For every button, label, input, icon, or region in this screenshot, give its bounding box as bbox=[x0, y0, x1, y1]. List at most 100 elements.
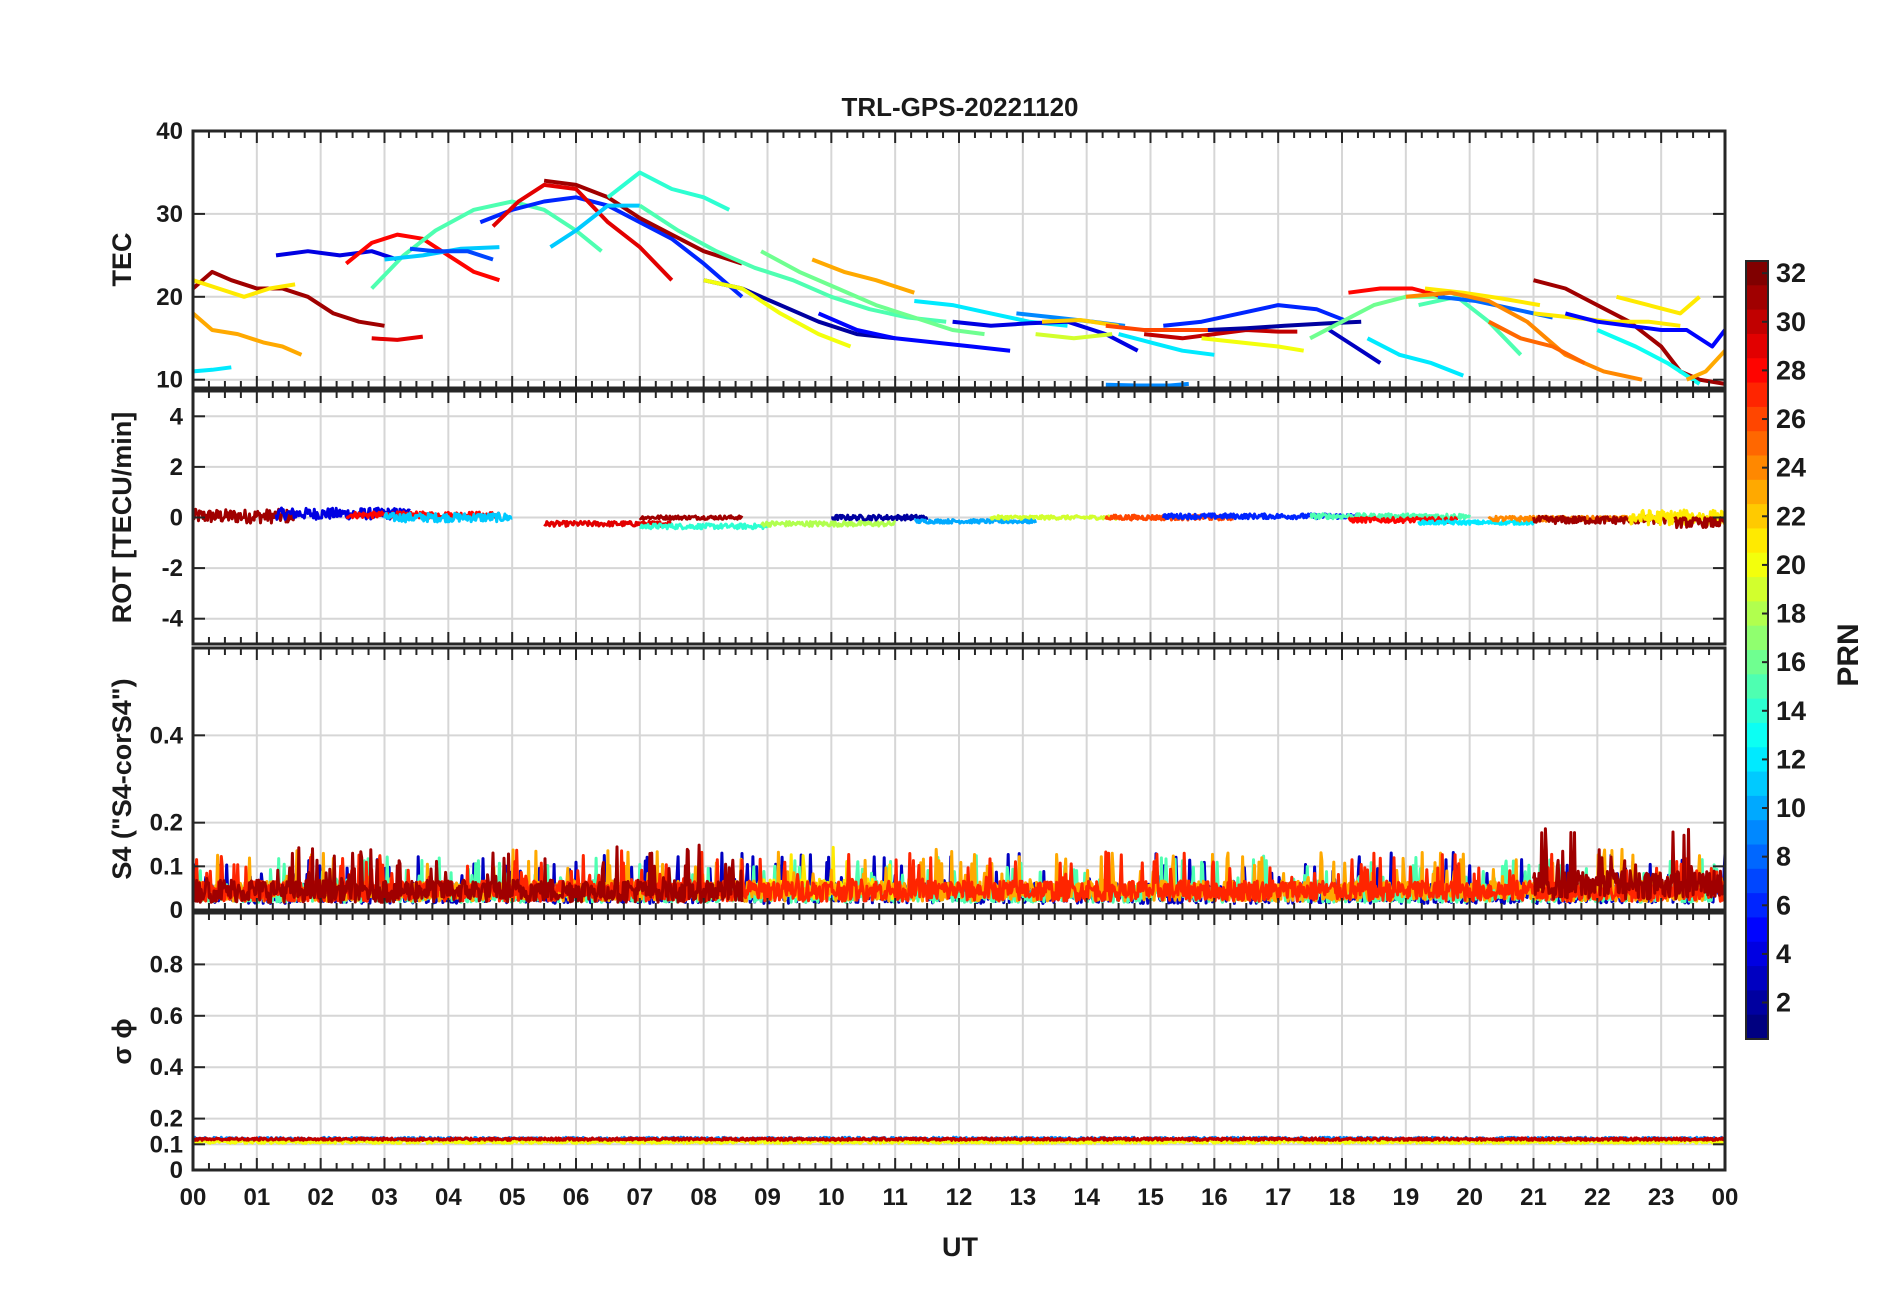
y-tick-label: -2 bbox=[162, 555, 183, 582]
series-tec-prn-20 bbox=[703, 278, 852, 349]
series-group bbox=[191, 170, 1727, 388]
series-tec-prn-16 bbox=[760, 249, 985, 337]
colorbar-frame bbox=[1745, 260, 1769, 1040]
series-tec-prn-15 bbox=[638, 203, 947, 324]
colorbar-segment bbox=[1746, 868, 1768, 894]
panel-tec: 10 20 30 40 TEC bbox=[107, 118, 1727, 394]
series-tec-prn-12 bbox=[1366, 336, 1465, 378]
colorbar-segment bbox=[1746, 577, 1768, 602]
series-rot-prn-2 bbox=[830, 513, 929, 522]
x-tick-label: 21 bbox=[1520, 1184, 1547, 1211]
series-tec-prn-12 bbox=[192, 365, 232, 374]
x-tick-label: 13 bbox=[1009, 1184, 1036, 1211]
series-rot-prn-14 bbox=[639, 522, 769, 531]
series-s4-prn-31 bbox=[191, 843, 744, 904]
y-tick-label: 30 bbox=[156, 201, 183, 228]
colorbar-segment bbox=[1746, 820, 1768, 846]
series-tec-prn-21 bbox=[1424, 286, 1541, 308]
series-sigma-phi-prn-30 bbox=[191, 1136, 1727, 1142]
series-tec-prn-21 bbox=[1615, 294, 1701, 316]
colorbar-segment bbox=[1746, 966, 1768, 991]
colorbar-segment bbox=[1746, 479, 1768, 505]
colorbar-segment bbox=[1746, 309, 1768, 335]
chart-title: TRL-GPS-20221120 bbox=[841, 92, 1078, 122]
colorbar-segment bbox=[1746, 698, 1768, 724]
colorbar-tick-label: 12 bbox=[1776, 744, 1806, 774]
colorbar-tick-label: 2 bbox=[1776, 988, 1791, 1018]
colorbar-tick-label: 18 bbox=[1776, 599, 1806, 629]
colorbar-tick-label: 14 bbox=[1776, 696, 1806, 726]
y-tick-label: 0 bbox=[170, 1157, 183, 1184]
colorbar-tick-label: 26 bbox=[1776, 404, 1806, 434]
series-tec-prn-23 bbox=[1685, 349, 1727, 382]
x-tick-label: 01 bbox=[243, 1184, 270, 1211]
series-rot-prn-31 bbox=[638, 514, 744, 521]
colorbar-tick-label: 32 bbox=[1776, 258, 1806, 288]
colorbar-segment bbox=[1746, 504, 1768, 530]
y-axis-label-s4: S4 ("S4-corS4") bbox=[107, 678, 137, 879]
colorbar-segment bbox=[1746, 455, 1768, 481]
colorbar-label: PRN bbox=[1832, 623, 1865, 686]
colorbar-tick-label: 22 bbox=[1776, 501, 1806, 531]
series-rot-prn-11 bbox=[383, 511, 513, 524]
series-rot-prn-29 bbox=[543, 519, 674, 528]
x-tick-label: 12 bbox=[946, 1184, 973, 1211]
series-tec-prn-12 bbox=[1118, 332, 1215, 357]
colorbar-segment bbox=[1746, 431, 1768, 457]
colorbar-segment bbox=[1746, 917, 1768, 943]
colorbar-segment bbox=[1746, 382, 1768, 408]
x-tick-label: 22 bbox=[1584, 1184, 1611, 1211]
colorbar-segment bbox=[1746, 650, 1768, 675]
colorbar-tick-label: 16 bbox=[1776, 647, 1806, 677]
x-tick-label: 17 bbox=[1265, 1184, 1292, 1211]
panel-rot: -4 -2 0 2 4 ROT [TECU/min] bbox=[107, 389, 1727, 646]
series-rot-prn-19 bbox=[989, 514, 1120, 521]
panel-sigma-phi: 00.10.2 0.4 0.6 0.8 σ ϕ bbox=[107, 911, 1727, 1184]
colorbar-segment bbox=[1746, 406, 1768, 432]
y-axis-label-rot: ROT [TECU/min] bbox=[107, 412, 137, 623]
y-tick-label: 0 bbox=[170, 897, 183, 924]
y-tick-label: 4 bbox=[170, 403, 184, 430]
colorbar-tick-label: 6 bbox=[1776, 890, 1791, 920]
colorbar-segment bbox=[1746, 601, 1768, 627]
series-tec-prn-24 bbox=[1405, 290, 1643, 382]
colorbar-tick-label: 4 bbox=[1776, 939, 1791, 969]
x-tick-label: 02 bbox=[307, 1184, 334, 1211]
colorbar-segment bbox=[1746, 990, 1768, 1016]
y-tick-label: 0.4 bbox=[150, 1054, 184, 1081]
series-tec-prn-31 bbox=[543, 178, 743, 266]
series-tec-prn-30 bbox=[1143, 328, 1298, 341]
y-tick-label: 0.8 bbox=[150, 951, 183, 978]
colorbar-segment bbox=[1746, 358, 1768, 384]
colorbar-segment bbox=[1746, 771, 1768, 797]
y-axis-label-sigma-phi: σ ϕ bbox=[107, 1018, 137, 1064]
y-tick-label: 2 bbox=[170, 454, 183, 481]
y-tick-label: 20 bbox=[156, 284, 183, 311]
series-tec-prn-23 bbox=[191, 311, 303, 357]
colorbar-tick-label: 8 bbox=[1776, 842, 1791, 872]
series-rot-prn-18 bbox=[760, 520, 897, 528]
x-tick-label: 11 bbox=[882, 1184, 907, 1211]
series-tec-prn-4 bbox=[275, 249, 398, 262]
series-tec-prn-31 bbox=[1532, 278, 1726, 386]
series-tec-prn-11 bbox=[549, 203, 640, 249]
colorbar-segment bbox=[1746, 747, 1768, 773]
y-tick-label: 40 bbox=[156, 118, 183, 145]
series-tec-prn-15 bbox=[1418, 294, 1523, 357]
series-tec-prn-5 bbox=[1564, 311, 1727, 349]
y-tick-label: 10 bbox=[156, 367, 183, 394]
x-tick-label: 23 bbox=[1648, 1184, 1675, 1211]
y-axis-label-tec: TEC bbox=[107, 233, 137, 287]
colorbar-segment bbox=[1746, 941, 1768, 967]
series-s4-prn-31 bbox=[1532, 827, 1726, 901]
x-tick-label: 08 bbox=[690, 1184, 717, 1211]
series-group bbox=[191, 1135, 1727, 1145]
colorbar-tick-label: 24 bbox=[1776, 453, 1806, 483]
x-tick-label: 15 bbox=[1137, 1184, 1164, 1211]
series-tec-prn-31 bbox=[191, 269, 385, 328]
x-tick-label: 20 bbox=[1456, 1184, 1483, 1211]
series-rot-prn-12 bbox=[1417, 519, 1535, 526]
x-tick-label: 19 bbox=[1392, 1184, 1419, 1211]
